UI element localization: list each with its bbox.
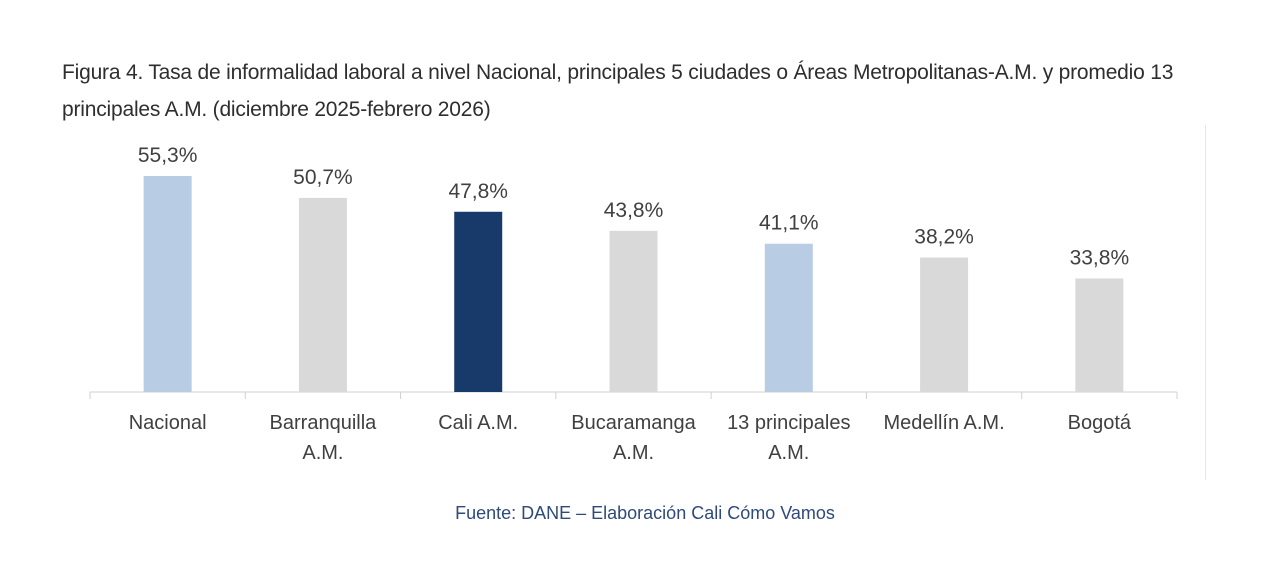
chart-title: Figura 4. Tasa de informalidad laboral a… bbox=[62, 61, 1174, 121]
data-label: 43,8% bbox=[604, 199, 664, 222]
category-label: Medellín A.M. bbox=[883, 412, 1004, 434]
bar bbox=[920, 257, 969, 392]
data-label: 55,3% bbox=[138, 144, 198, 167]
bar bbox=[609, 230, 658, 392]
data-label: 33,8% bbox=[1070, 247, 1130, 270]
frame-border bbox=[1205, 125, 1206, 480]
category-label: A.M. bbox=[768, 442, 809, 464]
bar bbox=[764, 243, 813, 392]
data-label: 41,1% bbox=[759, 212, 819, 235]
data-label: 38,2% bbox=[914, 226, 974, 249]
data-label: 50,7% bbox=[293, 166, 353, 189]
category-label: Barranquilla bbox=[270, 412, 378, 434]
category-label: 13 principales bbox=[727, 412, 850, 434]
bar bbox=[143, 176, 192, 392]
category-label: Bogotá bbox=[1068, 412, 1132, 434]
bar bbox=[298, 197, 347, 392]
category-label: A.M. bbox=[302, 442, 343, 464]
category-label: Bucaramanga bbox=[571, 412, 696, 434]
bar bbox=[1075, 278, 1124, 392]
bar bbox=[454, 211, 503, 392]
category-label: Nacional bbox=[129, 412, 207, 434]
data-label: 47,8% bbox=[448, 180, 508, 203]
category-label: Cali A.M. bbox=[438, 412, 518, 434]
source-note: Fuente: DANE – Elaboración Cali Cómo Vam… bbox=[455, 503, 835, 523]
category-label: A.M. bbox=[613, 442, 654, 464]
